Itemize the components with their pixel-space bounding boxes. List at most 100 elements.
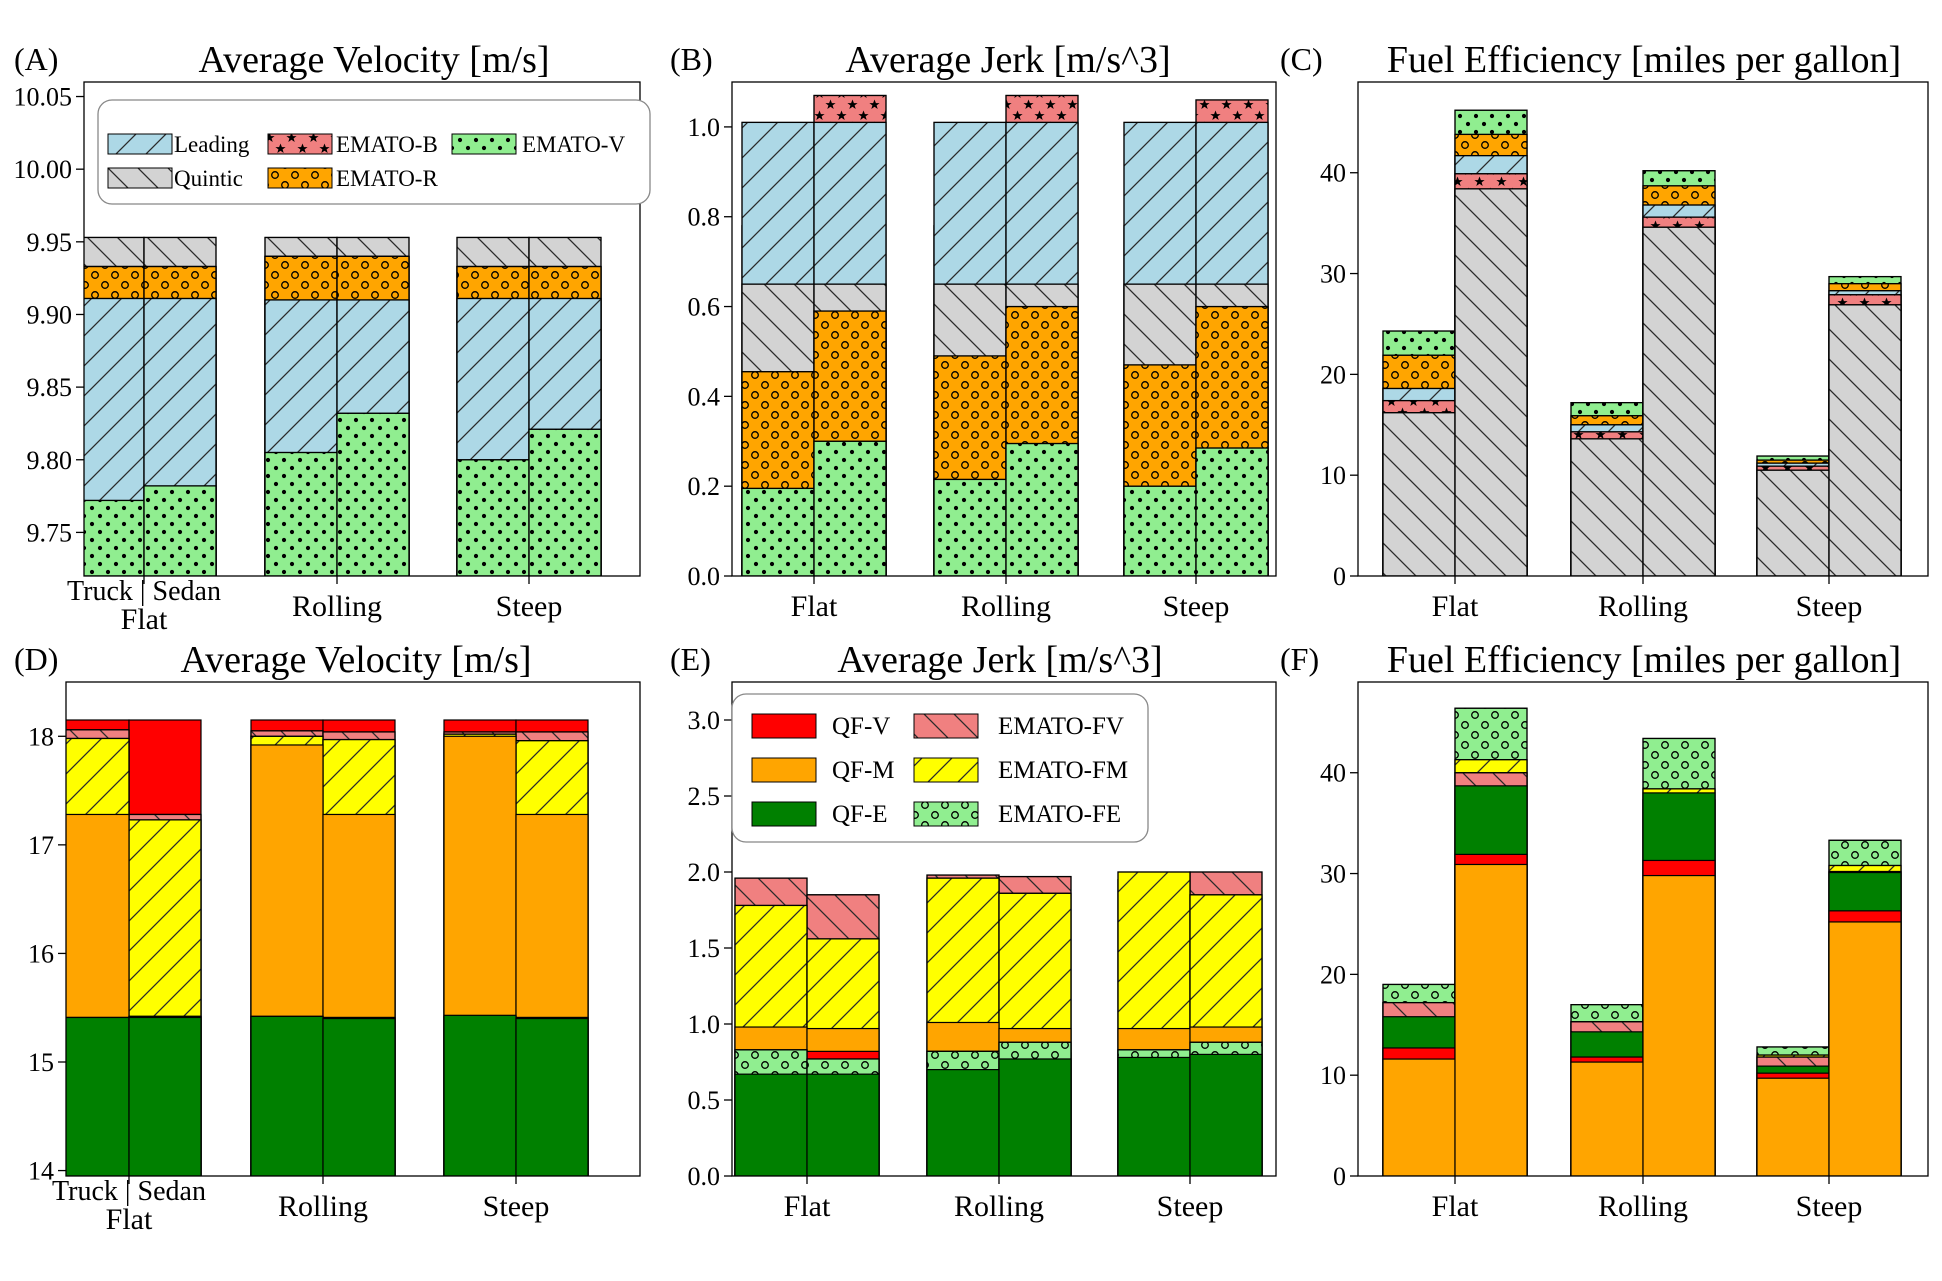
x-tick-label-steep: Steep	[1157, 1190, 1224, 1223]
x-tick-label-flat: Flat	[121, 603, 168, 636]
bar-qf-e-steep-sedan	[1189, 1053, 1263, 1176]
y-tick-label: 20	[1320, 960, 1346, 989]
y-tick-label: 0.5	[688, 1086, 721, 1115]
y-tick-label: 0	[1333, 1162, 1346, 1191]
bar-qf-e-rolling-truck	[250, 1015, 324, 1176]
legend-label-leading: Leading	[174, 132, 250, 157]
bar-quintic-rolling-sedan-hatch	[1642, 226, 1716, 576]
y-tick-label: 15	[28, 1048, 54, 1077]
y-tick-label: 1.0	[688, 113, 721, 142]
y-tick-label: 10.05	[14, 83, 73, 112]
panel-label-c: (C)	[1280, 41, 1323, 77]
bar-qf-e-rolling-truck	[926, 1068, 1000, 1176]
plot-frame	[731, 81, 1277, 577]
legend-swatch-hatch-emato-fm	[913, 757, 979, 783]
bar-emato-v-flat-sedan-hatch	[143, 485, 217, 576]
bar-quintic-steep-sedan-hatch	[1828, 304, 1902, 576]
x-tick-label-flat: Flat	[784, 1190, 831, 1223]
panel-label-f: (F)	[1280, 641, 1319, 677]
y-tick-label: 17	[28, 831, 54, 860]
bar-qf-m-rolling-sedan	[1642, 874, 1716, 1176]
y-tick-label: 0.6	[688, 293, 721, 322]
bars-group	[1382, 707, 1902, 1176]
panel-f-title: Fuel Efficiency [miles per gallon]	[1387, 639, 1901, 681]
y-tick-label: 16	[28, 939, 54, 968]
y-tick-label: 0	[1333, 562, 1346, 591]
y-tick-label: 10	[1320, 461, 1346, 490]
x-tick-label-steep: Steep	[1163, 590, 1230, 623]
panel-f-plot: 0 10 20 30 40 Flat Rolling Steep	[1320, 681, 1929, 1223]
x-tick-label-flat: Flat	[1432, 1190, 1479, 1223]
legend-label-qf-e: QF-E	[832, 801, 888, 828]
bar-qf-m-steep-truck	[1756, 1077, 1830, 1176]
y-tick-label: 0.2	[688, 472, 721, 501]
x-tick-label-rolling: Rolling	[278, 1190, 368, 1223]
panel-label-e: (E)	[670, 641, 711, 677]
bar-qf-m-rolling-truck	[1570, 1061, 1644, 1176]
x-tick-label-flat: Flat	[106, 1203, 153, 1236]
legend-label-qf-v: QF-V	[832, 713, 890, 740]
x-tick-label-steep: Steep	[483, 1190, 550, 1223]
bar-emato-v-steep-truck-hatch	[1123, 485, 1197, 576]
charts-layer: 9.75 9.80 9.85 9.90 9.95 10.00 10.05 Truck | Se…	[14, 81, 1929, 1236]
bar-emato-v-rolling-sedan-hatch	[336, 412, 410, 576]
y-tick-label: 0.4	[688, 382, 721, 411]
bar-quintic-steep-truck-hatch	[1756, 469, 1830, 576]
bar-qf-m-steep-sedan	[1828, 921, 1902, 1176]
bar-qf-e-rolling-sedan	[998, 1058, 1072, 1176]
bar-qf-e-steep-truck	[1117, 1056, 1191, 1176]
y-tick-label: 10	[1320, 1061, 1346, 1090]
y-tick-label: 9.85	[27, 373, 73, 402]
legend-label-emato-r: EMATO-R	[336, 166, 438, 191]
x-tick-label-group-names: Truck | Sedan	[52, 1176, 206, 1207]
y-tick-label: 1.5	[688, 934, 721, 963]
bar-qf-e-rolling-sedan	[322, 1017, 396, 1176]
legend-swatch-qf-v	[751, 713, 817, 739]
x-tick-label-rolling: Rolling	[961, 590, 1051, 623]
bar-quintic-flat-sedan-hatch	[1454, 188, 1528, 576]
x-tick-label-rolling: Rolling	[954, 1190, 1044, 1223]
bar-quintic-rolling-truck-hatch	[1570, 438, 1644, 576]
y-tick-label: 9.80	[27, 446, 73, 475]
panel-b-title: Average Jerk [m/s^3]	[845, 39, 1170, 81]
legend-label-emato-fm: EMATO-FM	[998, 757, 1128, 784]
bar-emato-v-flat-truck-hatch	[84, 499, 145, 576]
y-tick-label: 10.00	[14, 155, 73, 184]
panel-b-plot: 0.0 0.2 0.4 0.6 0.8 1.0 Flat Rolling Steep	[688, 81, 1277, 623]
bar-emato-v-flat-sedan-hatch	[813, 440, 887, 576]
bar-qf-e-flat-sedan	[128, 1016, 202, 1176]
y-tick-label: 0.0	[688, 562, 721, 591]
panel-d-title: Average Velocity [m/s]	[180, 639, 531, 681]
panel-label-a: (A)	[14, 41, 58, 77]
panel-c-title: Fuel Efficiency [miles per gallon]	[1387, 39, 1901, 81]
plot-frame	[731, 681, 1277, 1177]
bars-group	[66, 719, 589, 1176]
y-tick-label: 9.75	[27, 518, 73, 547]
bar-emato-v-steep-sedan-hatch	[1195, 447, 1269, 576]
bar-emato-v-rolling-truck-hatch	[264, 451, 338, 576]
y-tick-label: 0.0	[688, 1162, 721, 1191]
legend-swatch-hatch-emato-b	[267, 133, 333, 155]
panel-label-b: (B)	[670, 41, 713, 77]
y-tick-label: 2.5	[688, 782, 721, 811]
bar-emato-v-steep-sedan-hatch	[528, 428, 602, 576]
legend-swatch-hatch-quintic	[107, 167, 173, 189]
bar-emato-v-rolling-truck-hatch	[933, 478, 1007, 576]
y-tick-label: 3.0	[688, 706, 721, 735]
y-tick-label: 40	[1320, 759, 1346, 788]
legend: Leading Quintic EMATO-B EMATO-R EMATO-V	[97, 99, 651, 205]
legend-label-emato-fv: EMATO-FV	[998, 713, 1124, 740]
y-tick-label: 2.0	[688, 858, 721, 887]
bar-qf-e-steep-truck	[443, 1014, 517, 1176]
x-tick-label-rolling: Rolling	[1598, 590, 1688, 623]
y-tick-label: 30	[1320, 860, 1346, 889]
x-tick-label-group-names: Truck | Sedan	[67, 576, 221, 607]
x-tick-label-rolling: Rolling	[1598, 1190, 1688, 1223]
bars-group	[741, 94, 1269, 576]
y-tick-label: 14	[28, 1157, 54, 1186]
x-tick-label-steep: Steep	[496, 590, 563, 623]
legend-label-emato-fe: EMATO-FE	[998, 801, 1121, 828]
bar-qf-e-flat-truck	[66, 1016, 130, 1176]
